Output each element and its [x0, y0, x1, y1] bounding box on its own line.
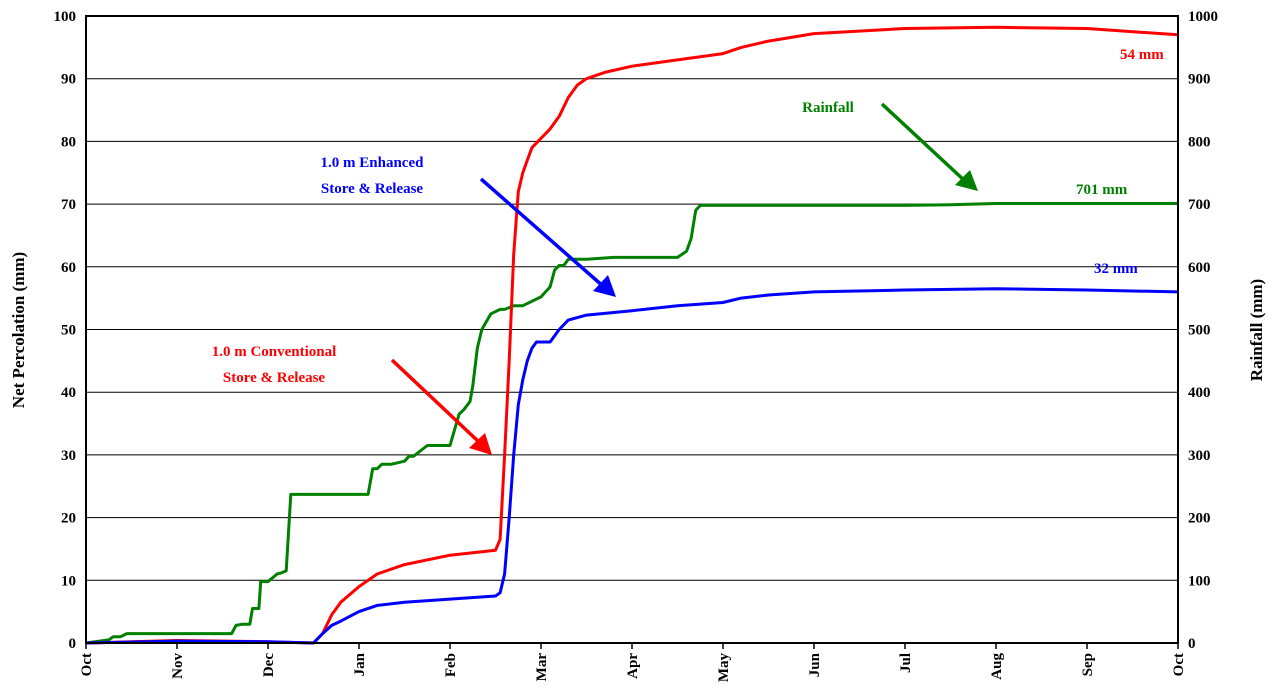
plot-frame — [85, 15, 1179, 644]
right-tick-label: 300 — [1188, 448, 1211, 464]
month-tick-label: Sep — [1080, 653, 1096, 676]
x-ticks — [85, 643, 1179, 649]
right-tick-label: 500 — [1188, 323, 1211, 339]
left-tick-label: 10 — [61, 573, 76, 589]
month-tick-label: Oct — [1171, 653, 1187, 676]
left-tick-label: 50 — [61, 323, 76, 339]
month-tick-label: Dec — [261, 653, 277, 677]
enhanced-annotation-line2: Store & Release — [321, 181, 424, 197]
left-tick-label: 60 — [61, 260, 76, 276]
right-tick-label: 400 — [1188, 385, 1211, 401]
right-tick-label: 100 — [1188, 573, 1211, 589]
right-tick-label: 600 — [1188, 260, 1211, 276]
left-tick-label: 20 — [61, 511, 76, 527]
left-tick-label: 0 — [69, 636, 77, 652]
left-tick-label: 40 — [61, 385, 76, 401]
conventional-end-label: 54 mm — [1120, 47, 1164, 63]
month-tick-label: Jul — [898, 653, 914, 673]
conventional-annotation-line1: 1.0 m Conventional — [212, 344, 337, 360]
rainfall-arrow — [880, 102, 968, 184]
month-tick-label: Jun — [807, 652, 823, 677]
conventional-arrow — [390, 358, 482, 445]
left-tick-label: 80 — [61, 134, 76, 150]
left-tick-label: 100 — [54, 9, 77, 25]
month-tick-label: Nov — [170, 653, 186, 679]
right-tick-label: 700 — [1188, 197, 1211, 213]
left-tick-label: 90 — [61, 72, 76, 88]
rainfall-end-label: 701 mm — [1076, 182, 1128, 198]
month-labels: Oct Nov Dec Jan Feb Mar Apr May Jun Jul Aug Sep Oct — [79, 652, 1187, 682]
rainfall-annotation: Rainfall — [802, 100, 854, 116]
month-tick-label: Oct — [79, 653, 95, 676]
enhanced-arrow — [479, 177, 606, 289]
month-tick-label: May — [716, 653, 732, 683]
series-lines — [85, 25, 1179, 645]
left-tick-labels: 0 10 20 30 40 50 60 70 80 90 100 — [54, 9, 77, 652]
right-tick-labels: 0 100 200 300 400 500 600 700 800 900 1000 — [1188, 9, 1218, 652]
month-tick-label: Apr — [625, 653, 641, 679]
left-axis-title: Net Percolation (mm) — [9, 252, 28, 408]
rainfall-arrowhead — [955, 170, 978, 191]
month-tick-label: Aug — [989, 653, 1005, 680]
rainfall-line — [85, 202, 1178, 645]
month-tick-label: Mar — [534, 653, 550, 682]
enhanced-end-label: 32 mm — [1094, 261, 1138, 277]
right-tick-label: 200 — [1188, 511, 1211, 527]
month-tick-label: Feb — [443, 653, 459, 677]
right-axis-title: Rainfall (mm) — [1247, 279, 1266, 381]
right-tick-label: 800 — [1188, 134, 1211, 150]
right-tick-label: 0 — [1188, 636, 1196, 652]
left-tick-label: 30 — [61, 448, 76, 464]
right-tick-label: 1000 — [1188, 9, 1218, 25]
conventional-arrowhead — [469, 433, 492, 455]
left-tick-label: 70 — [61, 197, 76, 213]
month-tick-label: Jan — [352, 652, 368, 676]
enhanced-line — [85, 287, 1179, 645]
conventional-line — [85, 25, 1179, 645]
right-tick-label: 900 — [1188, 72, 1211, 88]
conventional-annotation-line2: Store & Release — [223, 370, 326, 386]
enhanced-annotation-line1: 1.0 m Enhanced — [321, 155, 425, 171]
enhanced-arrowhead — [593, 275, 616, 297]
